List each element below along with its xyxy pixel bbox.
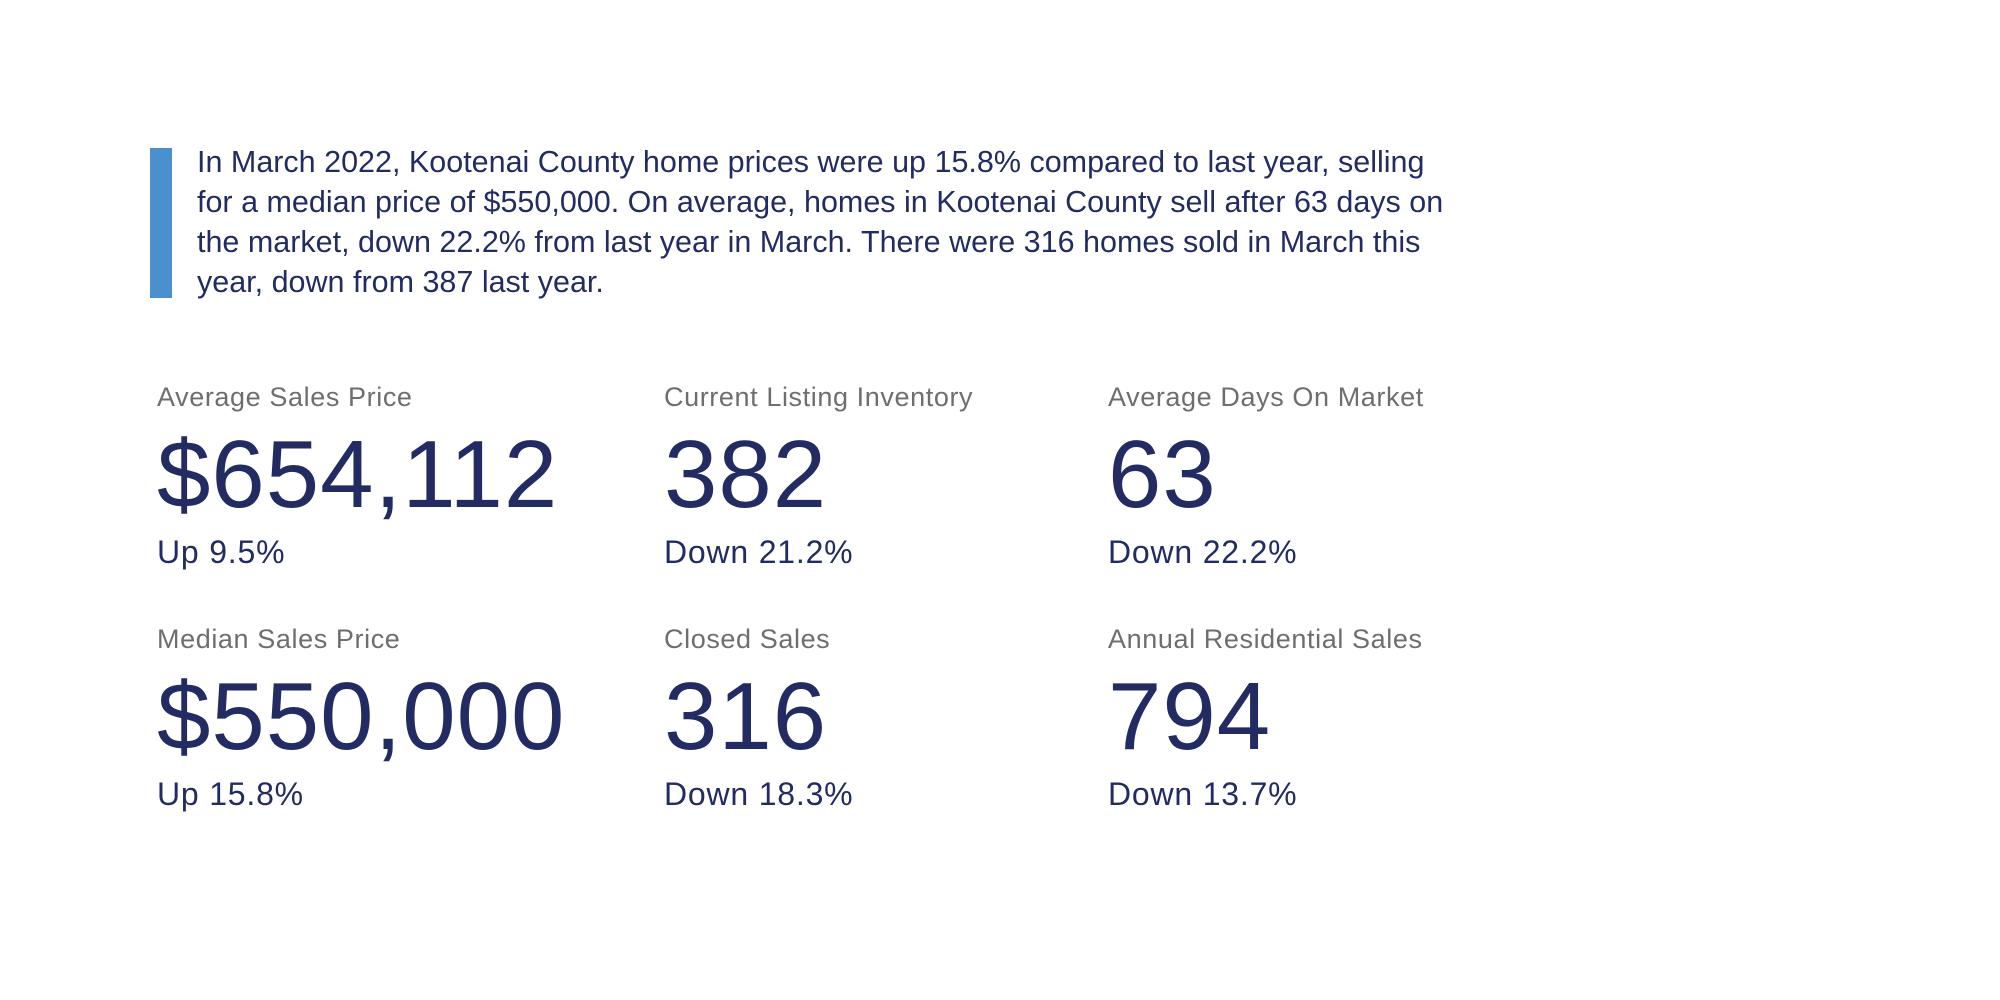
stat-value: 63 (1108, 421, 1217, 528)
stat-change: Down 21.2% (664, 534, 854, 570)
stat-label: Annual Residential Sales (1108, 624, 1423, 654)
stat-change: Up 15.8% (157, 776, 304, 812)
stat-value: $654,112 (157, 421, 559, 528)
stat-median-sales-price: Median Sales Price $550,000 Up 15.8% (157, 623, 565, 813)
stat-value: 794 (1108, 663, 1272, 770)
stat-average-days-on-market: Average Days On Market 63 Down 22.2% (1108, 381, 1424, 571)
stat-value: 316 (664, 663, 828, 770)
stat-current-listing-inventory: Current Listing Inventory 382 Down 21.2% (664, 381, 973, 571)
stat-change: Down 18.3% (664, 776, 854, 812)
stat-change: Up 9.5% (157, 534, 286, 570)
stat-label: Closed Sales (664, 624, 831, 654)
stat-annual-residential-sales: Annual Residential Sales 794 Down 13.7% (1108, 623, 1423, 813)
stat-value: $550,000 (157, 663, 566, 770)
stat-label: Current Listing Inventory (664, 382, 974, 412)
stat-label: Average Days On Market (1108, 382, 1424, 412)
stat-average-sales-price: Average Sales Price $654,112 Up 9.5% (157, 381, 558, 571)
market-summary: In March 2022, Kootenai County home pric… (150, 145, 1457, 302)
stat-closed-sales: Closed Sales 316 Down 18.3% (664, 623, 853, 813)
stat-label: Median Sales Price (157, 624, 401, 654)
stat-value: 382 (664, 421, 828, 528)
accent-bar (150, 148, 172, 298)
stat-label: Average Sales Price (157, 382, 413, 412)
stat-change: Down 13.7% (1108, 776, 1298, 812)
summary-text: In March 2022, Kootenai County home pric… (197, 145, 1444, 299)
stat-change: Down 22.2% (1108, 534, 1298, 570)
